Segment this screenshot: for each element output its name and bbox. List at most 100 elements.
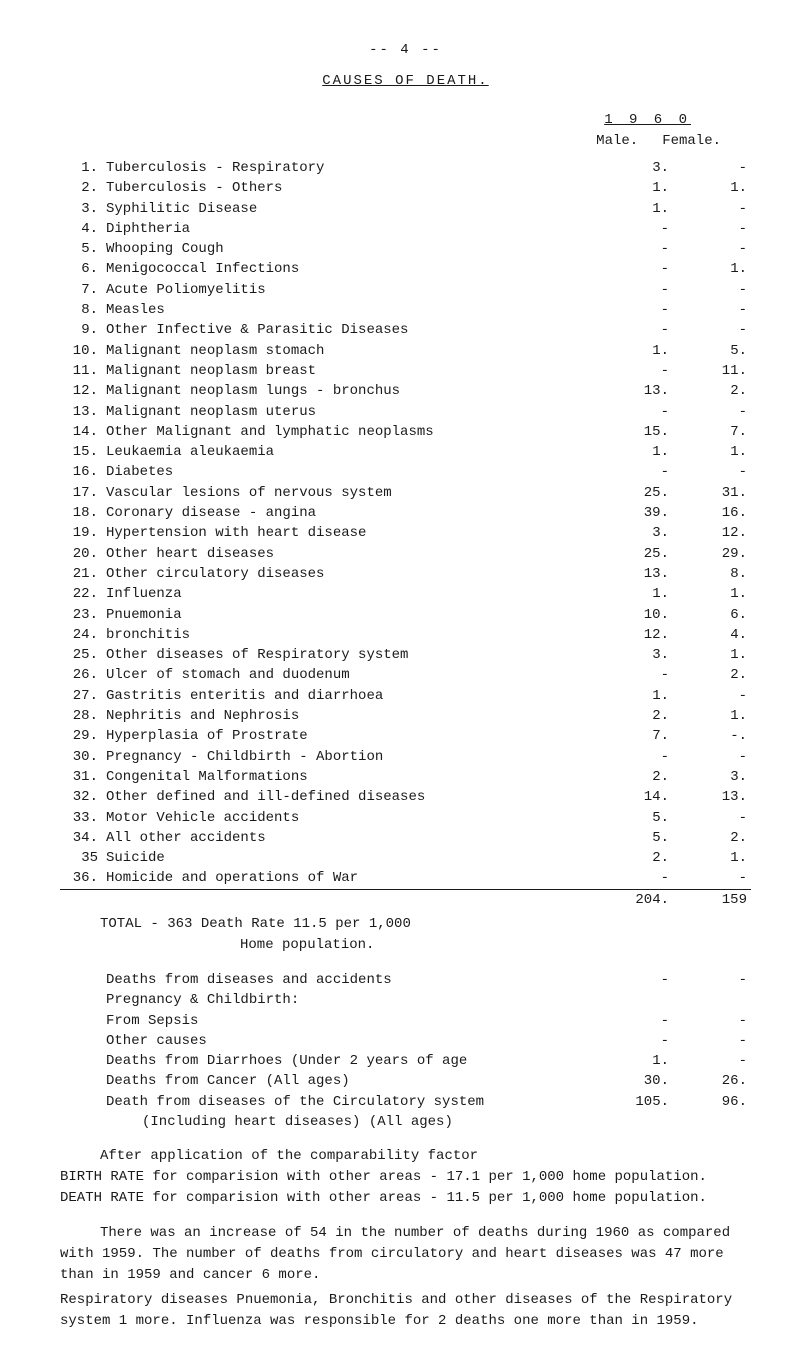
row-female: - [673, 686, 751, 706]
row-label: Other circulatory diseases [102, 564, 605, 584]
row-number: 15. [60, 442, 102, 462]
row-male: 13. [605, 381, 673, 401]
row-female: 1. [673, 706, 751, 726]
table-row: 10.Malignant neoplasm stomach1.5. [60, 341, 751, 361]
row-female: - [673, 808, 751, 828]
paragraph: After application of the comparability f… [60, 1146, 751, 1167]
row-number: 4. [60, 219, 102, 239]
row-number: 20. [60, 544, 102, 564]
row-label: Hypertension with heart disease [102, 523, 605, 543]
row-male: 1. [605, 442, 673, 462]
sec-male: - [605, 1011, 673, 1031]
row-label: Other Infective & Parasitic Diseases [102, 320, 605, 340]
row-label: Vascular lesions of nervous system [102, 483, 605, 503]
table-row: 27.Gastritis enteritis and diarrhoea1.- [60, 686, 751, 706]
table-row: From Sepsis - - [60, 1011, 751, 1031]
row-male: - [605, 665, 673, 685]
row-male: 25. [605, 483, 673, 503]
table-row: (Including heart diseases) (All ages) [60, 1112, 751, 1132]
table-row: 30.Pregnancy - Childbirth - Abortion-- [60, 747, 751, 767]
row-label: Acute Poliomyelitis [102, 280, 605, 300]
table-row: 24.bronchitis12.4. [60, 625, 751, 645]
row-male: 3. [605, 523, 673, 543]
row-female: 11. [673, 361, 751, 381]
paragraph: There was an increase of 54 in the numbe… [60, 1223, 751, 1286]
table-row: 16.Diabetes-- [60, 462, 751, 482]
table-row: 28.Nephritis and Nephrosis2.1. [60, 706, 751, 726]
row-label: Malignant neoplasm uterus [102, 402, 605, 422]
row-label: Pnuemonia [102, 605, 605, 625]
row-male: 2. [605, 848, 673, 868]
sec-male: - [605, 1031, 673, 1051]
document-page: -- 4 -- CAUSES OF DEATH. 1 9 6 0 Male. F… [0, 0, 801, 1372]
row-female: 8. [673, 564, 751, 584]
row-label: Diphtheria [102, 219, 605, 239]
row-number: 18. [60, 503, 102, 523]
row-number: 36. [60, 868, 102, 889]
sec-label: Pregnancy & Childbirth: [102, 990, 605, 1010]
row-number: 16. [60, 462, 102, 482]
col-male: Male. [596, 131, 638, 152]
row-label: Influenza [102, 584, 605, 604]
table-row: 7.Acute Poliomyelitis-- [60, 280, 751, 300]
row-female: - [673, 239, 751, 259]
row-number: 11. [60, 361, 102, 381]
row-male: 15. [605, 422, 673, 442]
row-male: - [605, 868, 673, 889]
row-male: 2. [605, 706, 673, 726]
row-label: Other diseases of Respiratory system [102, 645, 605, 665]
row-label: Syphilitic Disease [102, 199, 605, 219]
table-row: 21.Other circulatory diseases13.8. [60, 564, 751, 584]
row-male: 13. [605, 564, 673, 584]
paragraph: DEATH RATE for comparision with other ar… [60, 1188, 751, 1209]
sec-male: 1. [605, 1051, 673, 1071]
row-male: - [605, 320, 673, 340]
row-number: 21. [60, 564, 102, 584]
row-male: 5. [605, 808, 673, 828]
table-row: 11.Malignant neoplasm breast-11. [60, 361, 751, 381]
row-label: Other defined and ill-defined diseases [102, 787, 605, 807]
year-value: 1 9 6 0 [604, 112, 691, 128]
sec-label: Deaths from Cancer (All ages) [102, 1071, 605, 1091]
row-number: 35 [60, 848, 102, 868]
table-row: Pregnancy & Childbirth: [60, 990, 751, 1010]
row-female: 5. [673, 341, 751, 361]
row-number: 7. [60, 280, 102, 300]
row-male: 1. [605, 341, 673, 361]
row-label: Tuberculosis - Others [102, 178, 605, 198]
row-female: 13. [673, 787, 751, 807]
row-male: 1. [605, 686, 673, 706]
table-row: 31.Congenital Malformations2.3. [60, 767, 751, 787]
table-row: 18.Coronary disease - angina39.16. [60, 503, 751, 523]
table-row: Deaths from diseases and accidents - - [60, 970, 751, 990]
table-row: 20.Other heart diseases25.29. [60, 544, 751, 564]
row-female: - [673, 219, 751, 239]
row-label: Diabetes [102, 462, 605, 482]
row-male: - [605, 747, 673, 767]
sec-female: - [673, 970, 751, 990]
row-female: - [673, 158, 751, 178]
total-line-2: Home population. [100, 937, 374, 953]
table-row: 15.Leukaemia aleukaemia1.1. [60, 442, 751, 462]
row-male: 10. [605, 605, 673, 625]
row-male: 7. [605, 726, 673, 746]
table-row: 17.Vascular lesions of nervous system25.… [60, 483, 751, 503]
row-label: bronchitis [102, 625, 605, 645]
sec-label: From Sepsis [102, 1011, 605, 1031]
table-row: Deaths from Diarrhoes (Under 2 years of … [60, 1051, 751, 1071]
sec-female: 26. [673, 1071, 751, 1091]
row-number: 9. [60, 320, 102, 340]
row-male: 3. [605, 645, 673, 665]
row-female: - [673, 402, 751, 422]
row-number: 26. [60, 665, 102, 685]
row-number: 33. [60, 808, 102, 828]
row-female: 1. [673, 584, 751, 604]
table-row: 29.Hyperplasia of Prostrate7.-. [60, 726, 751, 746]
row-number: 28. [60, 706, 102, 726]
row-number: 17. [60, 483, 102, 503]
total-male: 204. [605, 889, 673, 910]
row-label: Homicide and operations of War [102, 868, 605, 889]
table-row: 12.Malignant neoplasm lungs - bronchus13… [60, 381, 751, 401]
row-number: 10. [60, 341, 102, 361]
sec-male [605, 990, 673, 1010]
